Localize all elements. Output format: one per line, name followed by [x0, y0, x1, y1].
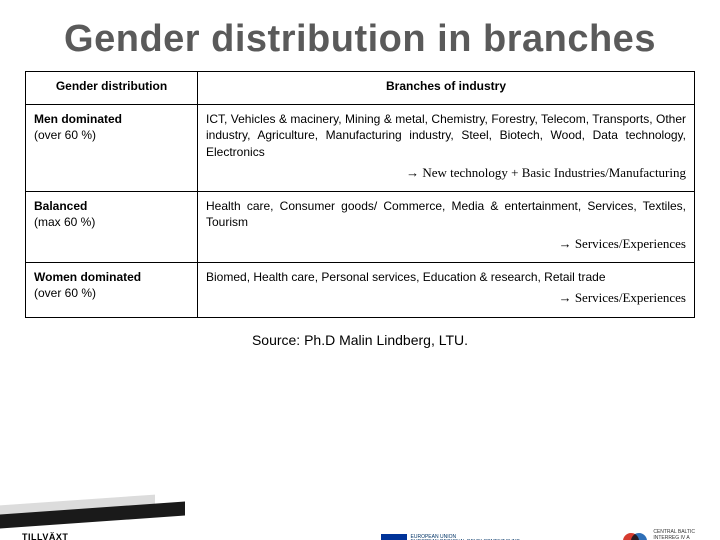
- table-row: Balanced (max 60 %) Health care, Consume…: [26, 192, 695, 263]
- branches-text: Biomed, Health care, Personal services, …: [206, 269, 686, 285]
- summary-text: Services/Experiences: [575, 236, 686, 251]
- branches-cell: Health care, Consumer goods/ Commerce, M…: [198, 192, 695, 263]
- cb-logo-text: CENTRAL BALTIC INTERREG IV A PROGRAMME 2…: [653, 530, 695, 540]
- tillvaxt-line1: TILLVÄXT: [22, 533, 68, 540]
- category-cell: Balanced (max 60 %): [26, 192, 198, 263]
- cb-mark-icon: [623, 530, 649, 540]
- summary-text: Services/Experiences: [575, 290, 686, 305]
- category-cell: Men dominated (over 60 %): [26, 105, 198, 192]
- central-baltic-logo: CENTRAL BALTIC INTERREG IV A PROGRAMME 2…: [623, 530, 695, 540]
- eu-logo: ★ ★ ★ EUROPEAN UNION EUROPEAN REGIONAL D…: [381, 534, 520, 540]
- header-branches: Branches of industry: [198, 72, 695, 105]
- category-threshold: (over 60 %): [34, 286, 96, 300]
- branches-text: ICT, Vehicles & macinery, Mining & metal…: [206, 111, 686, 160]
- category-label: Balanced: [34, 199, 87, 213]
- category-label: Men dominated: [34, 112, 122, 126]
- arrow-icon: →: [559, 290, 572, 305]
- category-cell: Women dominated (over 60 %): [26, 263, 198, 318]
- table-header-row: Gender distribution Branches of industry: [26, 72, 695, 105]
- summary-text: New technology + Basic Industries/Manufa…: [422, 165, 686, 180]
- summary-line: → Services/Experiences: [206, 235, 686, 253]
- source-line: Source: Ph.D Malin Lindberg, LTU.: [0, 332, 720, 348]
- summary-line: → New technology + Basic Industries/Manu…: [206, 164, 686, 182]
- distribution-table: Gender distribution Branches of industry…: [25, 71, 695, 318]
- branches-cell: ICT, Vehicles & macinery, Mining & metal…: [198, 105, 695, 192]
- tillvaxtverket-logo: TILLVÄXT VERKET: [22, 533, 68, 540]
- slide-title: Gender distribution in branches: [0, 18, 720, 61]
- header-gender-dist: Gender distribution: [26, 72, 198, 105]
- branches-text: Health care, Consumer goods/ Commerce, M…: [206, 198, 686, 230]
- table-row: Women dominated (over 60 %) Biomed, Heal…: [26, 263, 695, 318]
- arrow-icon: →: [406, 165, 419, 180]
- branches-cell: Biomed, Health care, Personal services, …: [198, 263, 695, 318]
- table-row: Men dominated (over 60 %) ICT, Vehicles …: [26, 105, 695, 192]
- eu-flag-icon: ★ ★ ★: [381, 534, 407, 540]
- category-threshold: (max 60 %): [34, 215, 95, 229]
- category-threshold: (over 60 %): [34, 128, 96, 142]
- summary-line: → Services/Experiences: [206, 289, 686, 307]
- eu-logo-text: EUROPEAN UNION EUROPEAN REGIONAL DEVELOP…: [411, 535, 520, 540]
- category-label: Women dominated: [34, 270, 141, 284]
- arrow-icon: →: [559, 236, 572, 251]
